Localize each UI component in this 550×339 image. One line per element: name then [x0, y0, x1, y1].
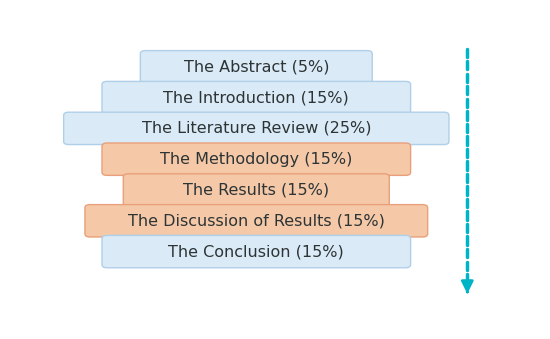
- Text: The Results (15%): The Results (15%): [183, 182, 329, 198]
- Text: The Introduction (15%): The Introduction (15%): [163, 90, 349, 105]
- Text: The Discussion of Results (15%): The Discussion of Results (15%): [128, 213, 385, 228]
- Text: The Methodology (15%): The Methodology (15%): [160, 152, 353, 167]
- FancyBboxPatch shape: [140, 51, 372, 83]
- Text: The Abstract (5%): The Abstract (5%): [184, 59, 329, 74]
- Text: The Conclusion (15%): The Conclusion (15%): [168, 244, 344, 259]
- FancyBboxPatch shape: [123, 174, 389, 206]
- FancyBboxPatch shape: [102, 143, 411, 175]
- FancyBboxPatch shape: [102, 81, 411, 114]
- FancyBboxPatch shape: [64, 112, 449, 144]
- FancyBboxPatch shape: [102, 235, 411, 268]
- FancyBboxPatch shape: [85, 205, 428, 237]
- Text: The Literature Review (25%): The Literature Review (25%): [141, 121, 371, 136]
